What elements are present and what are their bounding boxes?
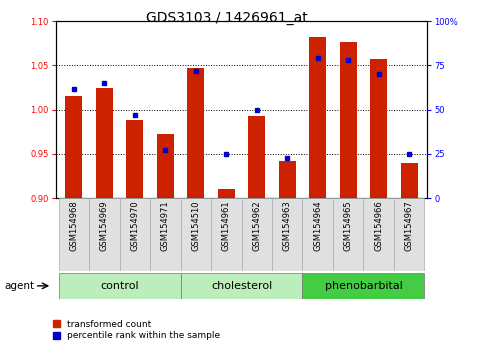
Text: cholesterol: cholesterol [211, 281, 272, 291]
Bar [279, 161, 296, 198]
FancyBboxPatch shape [120, 198, 150, 271]
Text: GSM154966: GSM154966 [374, 200, 383, 251]
Text: GSM154963: GSM154963 [283, 200, 292, 251]
FancyBboxPatch shape [181, 273, 302, 299]
Bar [66, 97, 82, 198]
FancyBboxPatch shape [272, 198, 302, 271]
Bar [401, 163, 417, 198]
Text: GSM154969: GSM154969 [100, 200, 109, 251]
FancyBboxPatch shape [242, 198, 272, 271]
Text: GDS3103 / 1426961_at: GDS3103 / 1426961_at [146, 11, 308, 25]
FancyBboxPatch shape [363, 198, 394, 271]
Text: GSM154961: GSM154961 [222, 200, 231, 251]
Bar [157, 134, 174, 198]
Text: control: control [100, 281, 139, 291]
Bar [340, 42, 356, 198]
Bar [248, 116, 265, 198]
Bar [127, 120, 143, 198]
Text: GSM154968: GSM154968 [70, 200, 78, 251]
Text: phenobarbital: phenobarbital [325, 281, 402, 291]
Bar [218, 189, 235, 198]
Bar [309, 37, 326, 198]
Bar [96, 88, 113, 198]
Text: GSM154970: GSM154970 [130, 200, 139, 251]
Bar [370, 59, 387, 198]
Text: GSM154971: GSM154971 [161, 200, 170, 251]
FancyBboxPatch shape [150, 198, 181, 271]
FancyBboxPatch shape [58, 198, 89, 271]
Text: GSM154510: GSM154510 [191, 200, 200, 251]
FancyBboxPatch shape [181, 198, 211, 271]
FancyBboxPatch shape [211, 198, 242, 271]
FancyBboxPatch shape [302, 273, 425, 299]
Text: agent: agent [5, 281, 35, 291]
Text: GSM154962: GSM154962 [252, 200, 261, 251]
FancyBboxPatch shape [302, 198, 333, 271]
FancyBboxPatch shape [394, 198, 425, 271]
Legend: transformed count, percentile rank within the sample: transformed count, percentile rank withi… [53, 320, 220, 340]
Text: GSM154964: GSM154964 [313, 200, 322, 251]
FancyBboxPatch shape [89, 198, 120, 271]
Text: GSM154965: GSM154965 [344, 200, 353, 251]
Text: GSM154967: GSM154967 [405, 200, 413, 251]
FancyBboxPatch shape [333, 198, 363, 271]
Bar [187, 68, 204, 198]
FancyBboxPatch shape [58, 273, 181, 299]
